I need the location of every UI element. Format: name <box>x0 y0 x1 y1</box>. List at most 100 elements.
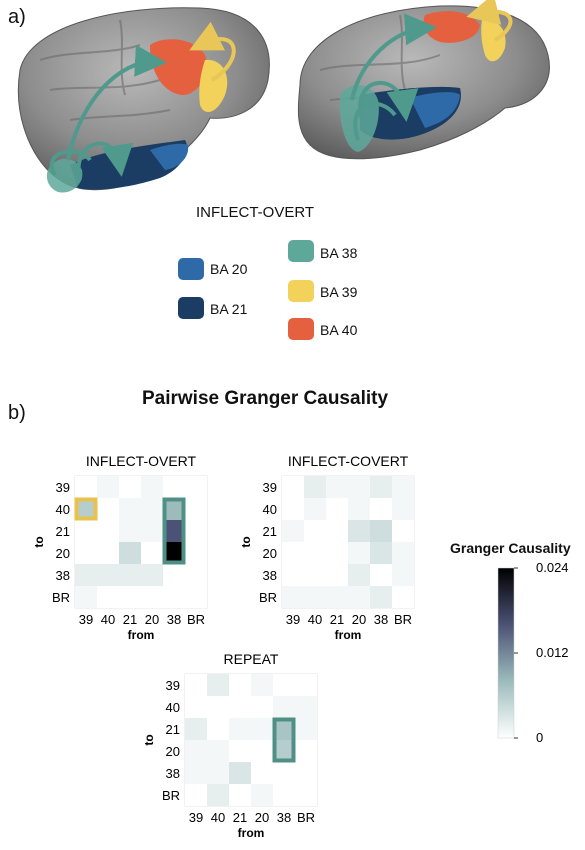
right-brain <box>297 0 550 160</box>
x-tick-label: 39 <box>79 612 93 627</box>
heatmap-2: REPEAT 39 39 40 40 21 21 20 20 38 38 BR BR from to <box>142 651 318 840</box>
legend-label-ba40: BA 40 <box>320 322 358 338</box>
heatmap-cell <box>207 784 229 806</box>
brain-illustrations <box>17 0 550 193</box>
heatmap-title: INFLECT-OVERT <box>86 453 197 469</box>
colorbar-tick-label: 0.012 <box>536 645 569 660</box>
heatmap-cell <box>348 542 370 564</box>
colorbar-tick-label: 0 <box>536 730 543 745</box>
heatmap-cell <box>273 784 295 806</box>
heatmap-cell <box>163 586 185 608</box>
y-tick-label: 39 <box>56 480 70 495</box>
heatmap-cell <box>119 476 141 498</box>
heatmap-cell <box>185 740 207 762</box>
heatmap-cell <box>75 542 97 564</box>
left-ba20-region <box>150 143 189 170</box>
x-tick-label: BR <box>297 810 315 825</box>
left-ba38-region <box>46 158 83 193</box>
y-tick-label: 38 <box>263 568 277 583</box>
heatmap-cell <box>229 696 251 718</box>
heatmap-cell <box>392 564 414 586</box>
heatmap-cell <box>392 520 414 542</box>
heatmap-cell <box>141 542 163 564</box>
heatmap-cell <box>251 784 273 806</box>
legend-label-ba21: BA 21 <box>210 301 248 317</box>
heatmap-cell <box>326 498 348 520</box>
heatmap-cell <box>251 718 273 740</box>
section-title: Pairwise Granger Causality <box>141 388 389 409</box>
heatmap-cell <box>207 696 229 718</box>
heatmap-cell <box>348 520 370 542</box>
x-tick-label: 40 <box>101 612 115 627</box>
heatmap-cell <box>75 564 97 586</box>
heatmap-cell <box>370 586 392 608</box>
y-tick-label: 20 <box>56 546 70 561</box>
heatmap-cell <box>163 498 185 520</box>
x-axis-label: from <box>238 826 265 840</box>
heatmap-cell <box>97 564 119 586</box>
y-tick-label: 38 <box>56 568 70 583</box>
heatmap-cell <box>97 520 119 542</box>
legend-swatch-ba39 <box>288 280 314 302</box>
heatmap-cell <box>273 696 295 718</box>
heatmap-cell <box>282 498 304 520</box>
legend-swatch-ba20 <box>178 258 204 280</box>
heatmap-cell <box>251 740 273 762</box>
heatmap-title: REPEAT <box>224 651 279 667</box>
x-tick-label: 38 <box>374 612 388 627</box>
heatmap-cell <box>295 740 317 762</box>
heatmap-cell <box>304 564 326 586</box>
heatmap-cell <box>348 476 370 498</box>
heatmap-cell <box>185 696 207 718</box>
heatmap-cell <box>163 520 185 542</box>
panel-b-label: b) <box>8 402 26 424</box>
heatmap-cell <box>326 476 348 498</box>
heatmap-cell <box>304 498 326 520</box>
heatmap-cell <box>141 498 163 520</box>
heatmap-cell <box>97 542 119 564</box>
heatmap-cell <box>326 520 348 542</box>
heatmap-cell <box>282 476 304 498</box>
x-tick-label: 40 <box>308 612 322 627</box>
heatmap-cell <box>185 564 207 586</box>
heatmap-cell <box>295 762 317 784</box>
highlight-box <box>74 497 98 521</box>
heatmap-cell <box>370 542 392 564</box>
y-tick-label: 20 <box>263 546 277 561</box>
left-brain <box>17 7 270 193</box>
legend-title: INFLECT-OVERT <box>196 204 315 221</box>
colorbar: 0.024 0.012 0 <box>497 560 569 745</box>
x-tick-label: 21 <box>123 612 137 627</box>
heatmap-cell <box>392 542 414 564</box>
y-tick-label: 21 <box>166 722 180 737</box>
legend-swatch-ba40 <box>288 318 314 340</box>
heatmap-cell <box>119 520 141 542</box>
y-tick-label: BR <box>162 788 180 803</box>
heatmap-cell <box>185 762 207 784</box>
heatmap-cell <box>75 586 97 608</box>
heatmap-cell <box>119 542 141 564</box>
x-tick-label: 21 <box>233 810 247 825</box>
x-tick-label: BR <box>394 612 412 627</box>
heatmap-cell <box>141 564 163 586</box>
heatmap-cell <box>295 696 317 718</box>
x-tick-label: 21 <box>330 612 344 627</box>
x-tick-label: 40 <box>211 810 225 825</box>
heatmap-cell <box>273 718 295 740</box>
x-tick-label: 38 <box>167 612 181 627</box>
heatmap-cell <box>163 542 185 564</box>
y-axis-label: to <box>142 734 156 745</box>
heatmap-cell <box>304 586 326 608</box>
y-tick-label: 20 <box>166 744 180 759</box>
heatmap-title: INFLECT-COVERT <box>288 453 409 469</box>
legend-swatch-ba21 <box>178 297 204 319</box>
heatmap-cell <box>370 498 392 520</box>
heatmap-cell <box>326 564 348 586</box>
panel-a-label: a) <box>8 6 26 28</box>
legend-label-ba38: BA 38 <box>320 245 358 261</box>
heatmap-cell <box>97 586 119 608</box>
y-tick-label: 39 <box>263 480 277 495</box>
heatmap-cell <box>304 520 326 542</box>
heatmap-cell <box>97 476 119 498</box>
x-tick-label: 39 <box>189 810 203 825</box>
